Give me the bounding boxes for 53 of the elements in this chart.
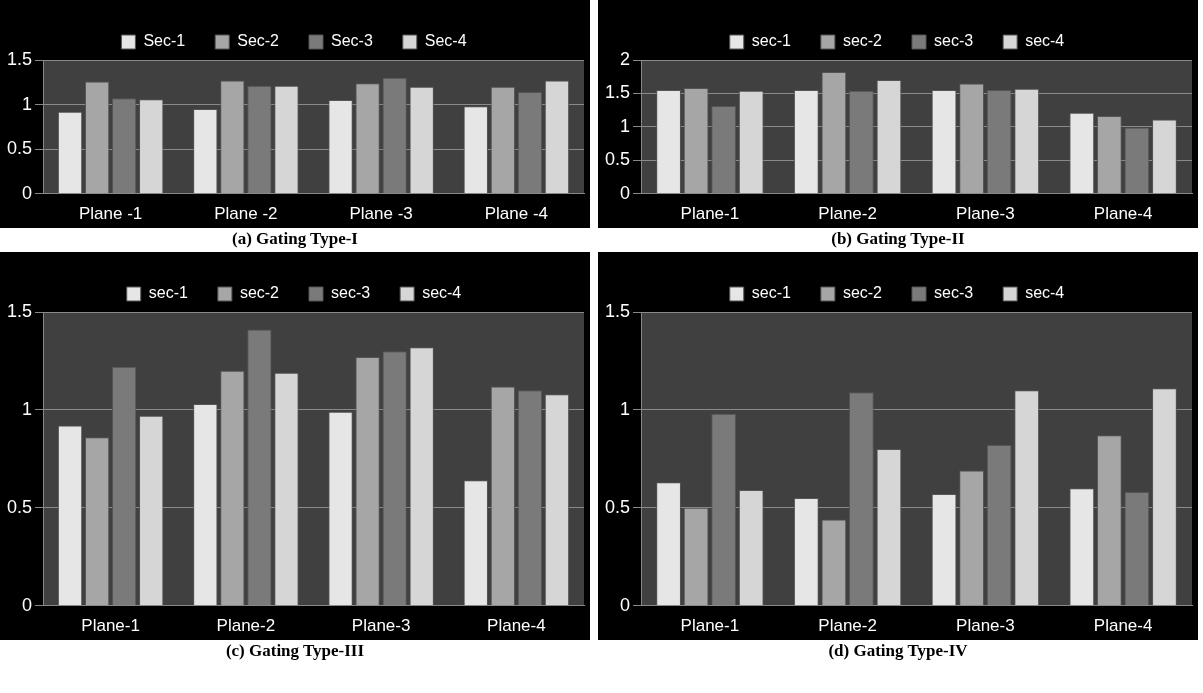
x-tick-label: Plane -1 [78, 204, 143, 224]
legend-label: sec-3 [331, 284, 371, 302]
legend-label: sec-1 [751, 284, 791, 302]
y-tick-label: 1 [22, 93, 33, 114]
y-tick-label: 1 [620, 398, 631, 419]
x-tick-label: Plane -4 [484, 204, 549, 224]
legend-label: sec-2 [842, 32, 883, 50]
text: (b) Gating Type-II [830, 228, 966, 250]
y-tick-label: 0.5 [6, 496, 33, 517]
y-tick-label: 1.5 [6, 48, 33, 69]
legend-label: Sec-1 [143, 32, 186, 50]
legend-label: sec-2 [239, 284, 280, 302]
x-tick-label: Plane -2 [214, 204, 278, 224]
y-tick-label: 1 [620, 115, 631, 136]
y-tick-label: 2 [620, 48, 631, 69]
x-tick-label: Plane-4 [1093, 616, 1153, 636]
y-tick-label: 1.5 [6, 300, 33, 321]
x-tick-label: Plane-4 [487, 616, 546, 636]
legend-label: Sec-2 [237, 32, 280, 50]
x-tick-label: Plane-3 [351, 616, 411, 636]
legend-label: sec-4 [422, 284, 462, 302]
legend-label: sec-1 [148, 284, 188, 302]
legend-label: sec-4 [1025, 32, 1065, 50]
y-tick-label: 0.5 [6, 138, 33, 159]
y-tick-label: 0 [620, 594, 631, 615]
y-tick-label: 0.5 [604, 149, 631, 170]
y-tick-label: 0 [22, 182, 33, 203]
x-tick-label: Plane -3 [349, 204, 413, 224]
x-tick-label: Plane-2 [818, 616, 877, 636]
x-tick-label: Plane-3 [956, 616, 1015, 636]
x-tick-label: Plane-2 [818, 204, 877, 224]
legend-label: sec-3 [934, 284, 974, 302]
y-tick-label: 0 [620, 182, 631, 203]
y-tick-label: 1.5 [604, 300, 631, 321]
text: (c) Gating Type-III [224, 640, 366, 662]
x-tick-label: Plane-1 [680, 616, 740, 636]
legend-label: Sec-3 [331, 32, 373, 50]
x-tick-label: Plane-4 [1093, 204, 1153, 224]
y-tick-label: 0.5 [604, 496, 631, 517]
text: (d) Gating Type-IV [827, 640, 969, 662]
legend-label: sec-2 [842, 284, 883, 302]
x-tick-label: Plane-2 [216, 616, 276, 636]
legend-label: Sec-4 [424, 32, 467, 50]
y-tick-label: 1.5 [604, 82, 631, 103]
x-tick-label: Plane-1 [680, 204, 740, 224]
legend-label: sec-1 [751, 32, 791, 50]
y-tick-label: 1 [22, 398, 33, 419]
x-tick-label: Plane-3 [956, 204, 1015, 224]
legend-label: sec-4 [1025, 284, 1065, 302]
x-tick-label: Plane-1 [81, 616, 140, 636]
y-tick-label: 0 [22, 594, 33, 615]
text: (a) Gating Type-I [231, 228, 359, 250]
legend-label: sec-3 [934, 32, 974, 50]
